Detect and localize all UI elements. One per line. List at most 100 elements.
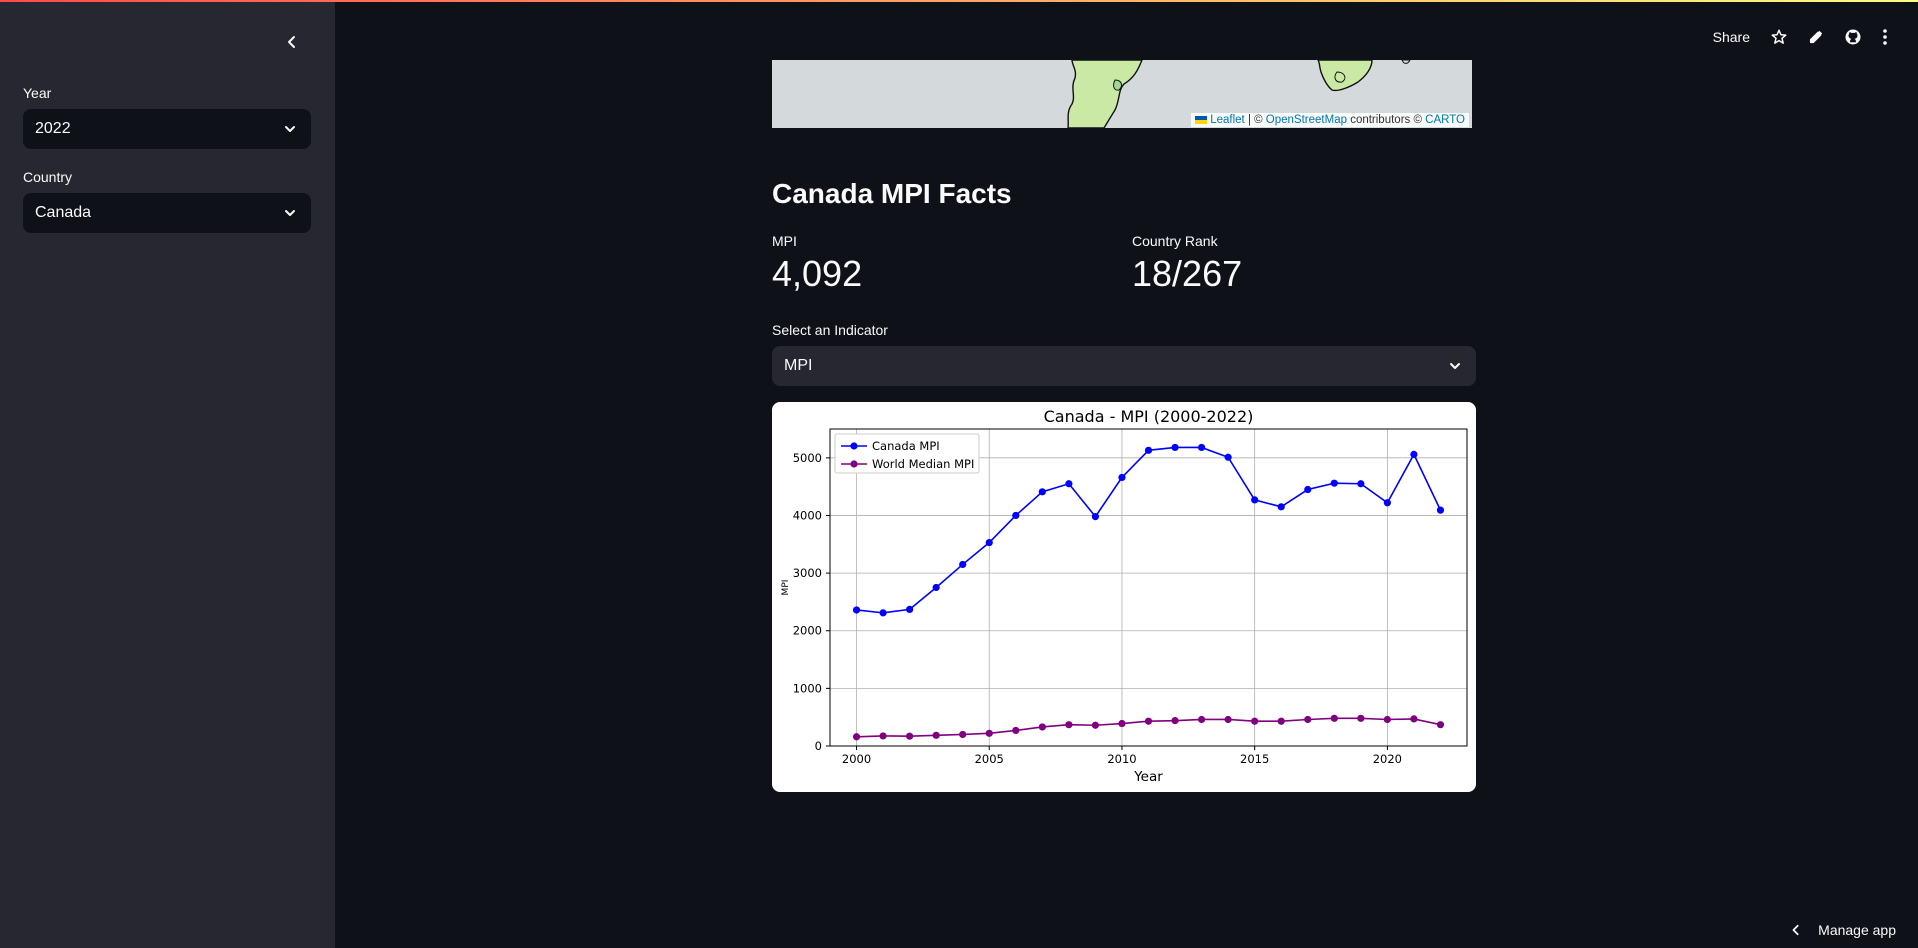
map-attribution: Leaflet | © OpenStreetMap contributors ©… <box>1191 113 1469 127</box>
data-point <box>1118 473 1126 482</box>
data-point <box>959 560 967 569</box>
pencil-icon <box>1809 30 1823 44</box>
data-point <box>906 605 914 614</box>
data-point <box>1197 715 1206 724</box>
data-point <box>1436 506 1445 514</box>
y-tick-label: 5000 <box>793 451 822 465</box>
x-tick-label: 2005 <box>975 752 1004 766</box>
y-tick-label: 2000 <box>793 624 822 638</box>
rank-metric-label: Country Rank <box>1132 233 1218 249</box>
github-icon <box>1845 29 1861 45</box>
leaflet-link[interactable]: Leaflet <box>1210 114 1245 126</box>
data-point <box>1012 511 1020 520</box>
manage-app-label: Manage app <box>1818 922 1896 938</box>
x-tick-label: 2020 <box>1373 752 1402 766</box>
chart-title: Canada - MPI (2000-2022) <box>1044 407 1254 426</box>
x-axis-label: Year <box>1133 769 1163 785</box>
star-icon <box>1771 29 1787 44</box>
map-land-shapes <box>1067 60 1411 128</box>
data-point <box>906 732 914 740</box>
y-tick-label: 3000 <box>793 566 822 580</box>
data-point <box>932 731 940 739</box>
x-tick-label: 2015 <box>1240 752 1269 766</box>
favorite-button[interactable] <box>1770 24 1788 50</box>
mpi-metric-label: MPI <box>772 233 797 249</box>
data-point <box>1144 717 1153 725</box>
chevron-down-icon <box>285 210 295 216</box>
data-point <box>1330 714 1338 722</box>
data-point <box>852 733 861 741</box>
data-point <box>959 730 967 739</box>
indicator-label: Select an Indicator <box>772 322 888 338</box>
chevron-down-icon <box>1450 363 1460 369</box>
data-point <box>1012 726 1020 735</box>
y-tick-label: 1000 <box>793 681 822 695</box>
data-point <box>1197 443 1206 452</box>
legend-label-1: World Median MPI <box>872 457 974 471</box>
carto-link[interactable]: CARTO <box>1425 114 1465 126</box>
data-point <box>1410 450 1418 458</box>
data-point <box>1410 715 1418 723</box>
data-point <box>1357 480 1365 488</box>
chart-card: 2000 2005 2010 2015 2020 0 1000 2000 3000 4000 500… <box>772 402 1476 792</box>
page-title: Canada MPI Facts <box>772 178 1012 209</box>
data-point <box>1038 488 1046 496</box>
data-point <box>1383 499 1391 507</box>
chevron-down-icon <box>285 126 295 132</box>
ukraine-flag-icon <box>1195 115 1208 124</box>
share-button[interactable]: Share <box>1712 29 1750 45</box>
attribution-separator: | © <box>1247 114 1263 126</box>
edit-button[interactable] <box>1808 24 1824 50</box>
data-point <box>1383 715 1391 724</box>
main-menu-button[interactable] <box>1882 24 1888 50</box>
sidebar: Year 2022 Country Canada <box>0 0 335 948</box>
data-point <box>1171 717 1179 725</box>
y-axis-label: MPI <box>781 580 791 596</box>
x-tick-label: 2010 <box>1107 752 1136 766</box>
top-decoration-line <box>0 0 1918 2</box>
country-select-value: Canada <box>35 204 92 221</box>
data-point <box>879 609 887 617</box>
data-point <box>1436 721 1445 729</box>
chevron-left-icon <box>288 36 295 48</box>
collapse-sidebar-button[interactable] <box>280 30 304 54</box>
data-point <box>1224 715 1232 724</box>
data-point <box>1091 721 1100 729</box>
legend-marker-1 <box>850 460 858 468</box>
legend-label-0: Canada MPI <box>872 439 940 453</box>
data-point <box>1171 443 1179 452</box>
openstreetmap-link[interactable]: OpenStreetMap <box>1265 114 1347 126</box>
y-tick-label: 0 <box>815 739 822 753</box>
data-point <box>1091 513 1100 521</box>
data-point <box>1277 717 1285 725</box>
data-point <box>1065 480 1073 488</box>
y-tick-label: 4000 <box>793 508 822 522</box>
data-point <box>985 729 993 737</box>
data-point <box>1065 721 1073 729</box>
data-point <box>1038 723 1046 731</box>
chevron-left-icon <box>1792 924 1799 936</box>
data-point <box>852 606 861 614</box>
indicator-select[interactable]: MPI <box>772 346 1476 386</box>
indicator-select-value: MPI <box>784 357 813 374</box>
manage-app-button[interactable]: Manage app <box>1790 922 1896 938</box>
github-button[interactable] <box>1844 24 1862 50</box>
data-point <box>1330 479 1338 487</box>
data-point <box>1357 714 1365 722</box>
legend-box <box>834 433 980 474</box>
attribution-contributors: contributors © <box>1350 114 1422 126</box>
mpi-metric-value: 4,092 <box>772 253 863 294</box>
data-point <box>985 538 993 547</box>
country-label: Country <box>23 169 73 185</box>
data-point <box>1224 453 1232 461</box>
rank-metric-value: 18/267 <box>1132 253 1243 294</box>
data-point <box>879 732 887 740</box>
map-view[interactable]: Leaflet | © OpenStreetMap contributors ©… <box>772 60 1472 128</box>
data-point <box>1304 715 1312 724</box>
legend-marker-0 <box>850 442 858 450</box>
data-point <box>932 583 940 592</box>
country-select[interactable]: Canada <box>23 193 311 233</box>
header-toolbar: Share <box>1713 24 1888 50</box>
data-point <box>1118 719 1126 728</box>
year-select[interactable]: 2022 <box>23 109 311 149</box>
